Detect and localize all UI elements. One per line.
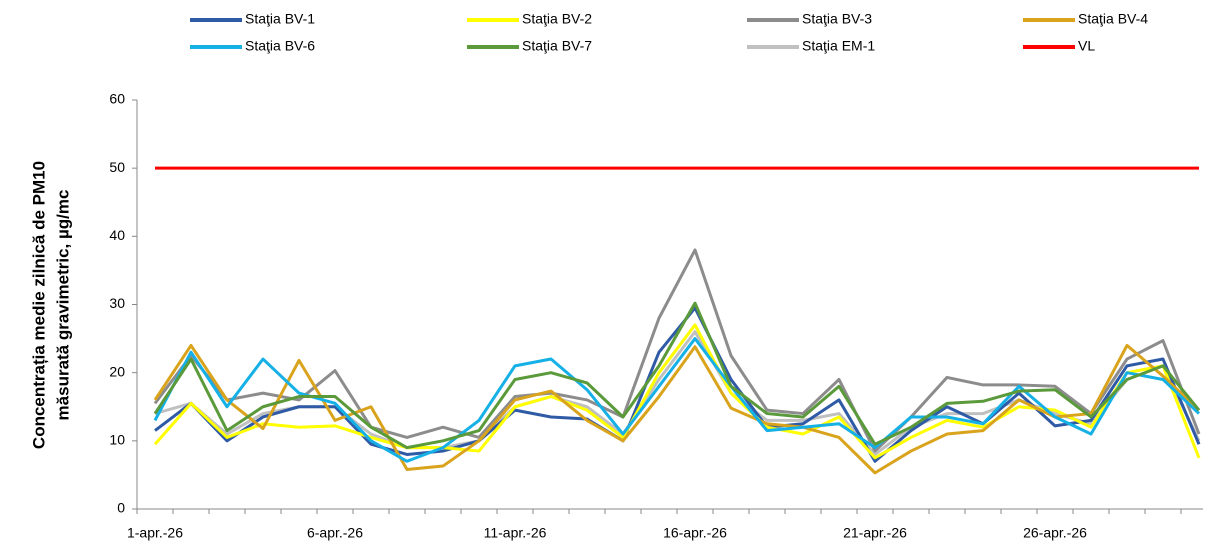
y-tick-label: 50 bbox=[109, 159, 125, 175]
x-tick-label: 26-apr.-26 bbox=[1023, 525, 1087, 541]
y-tick-label: 0 bbox=[117, 500, 125, 516]
y-tick-label: 30 bbox=[109, 295, 125, 311]
x-tick-label: 16-apr.-26 bbox=[663, 525, 727, 541]
legend-label: Staţia BV-6 bbox=[245, 38, 315, 54]
legend-label: Staţia BV-4 bbox=[1078, 11, 1148, 27]
x-tick-label: 1-apr.-26 bbox=[127, 525, 183, 541]
legend-label: Staţia BV-7 bbox=[522, 38, 592, 54]
x-tick-label: 21-apr.-26 bbox=[843, 525, 907, 541]
series-line bbox=[154, 306, 1201, 463]
y-tick-label: 10 bbox=[109, 432, 125, 448]
legend-label: Staţia BV-2 bbox=[522, 11, 592, 27]
series-line bbox=[153, 248, 1201, 453]
legend-label: Staţia EM-1 bbox=[802, 38, 875, 54]
legend-label: Staţia BV-3 bbox=[802, 11, 872, 27]
series-line bbox=[153, 323, 1201, 460]
legend-label: Staţia BV-1 bbox=[245, 11, 315, 27]
y-axis-label: Concentrația medie zilnică de PM10 bbox=[29, 161, 48, 449]
series-line bbox=[153, 343, 1201, 475]
y-tick-label: 20 bbox=[109, 363, 125, 379]
y-tick-label: 60 bbox=[109, 91, 125, 107]
y-tick-label: 40 bbox=[109, 227, 125, 243]
x-tick-label: 11-apr.-26 bbox=[484, 525, 547, 541]
x-tick-label: 6-apr.-26 bbox=[307, 525, 363, 541]
legend-label: VL bbox=[1078, 38, 1095, 54]
series-line bbox=[153, 301, 1201, 450]
y-axis-label: măsurată gravimetric, µg/mc bbox=[53, 190, 72, 421]
